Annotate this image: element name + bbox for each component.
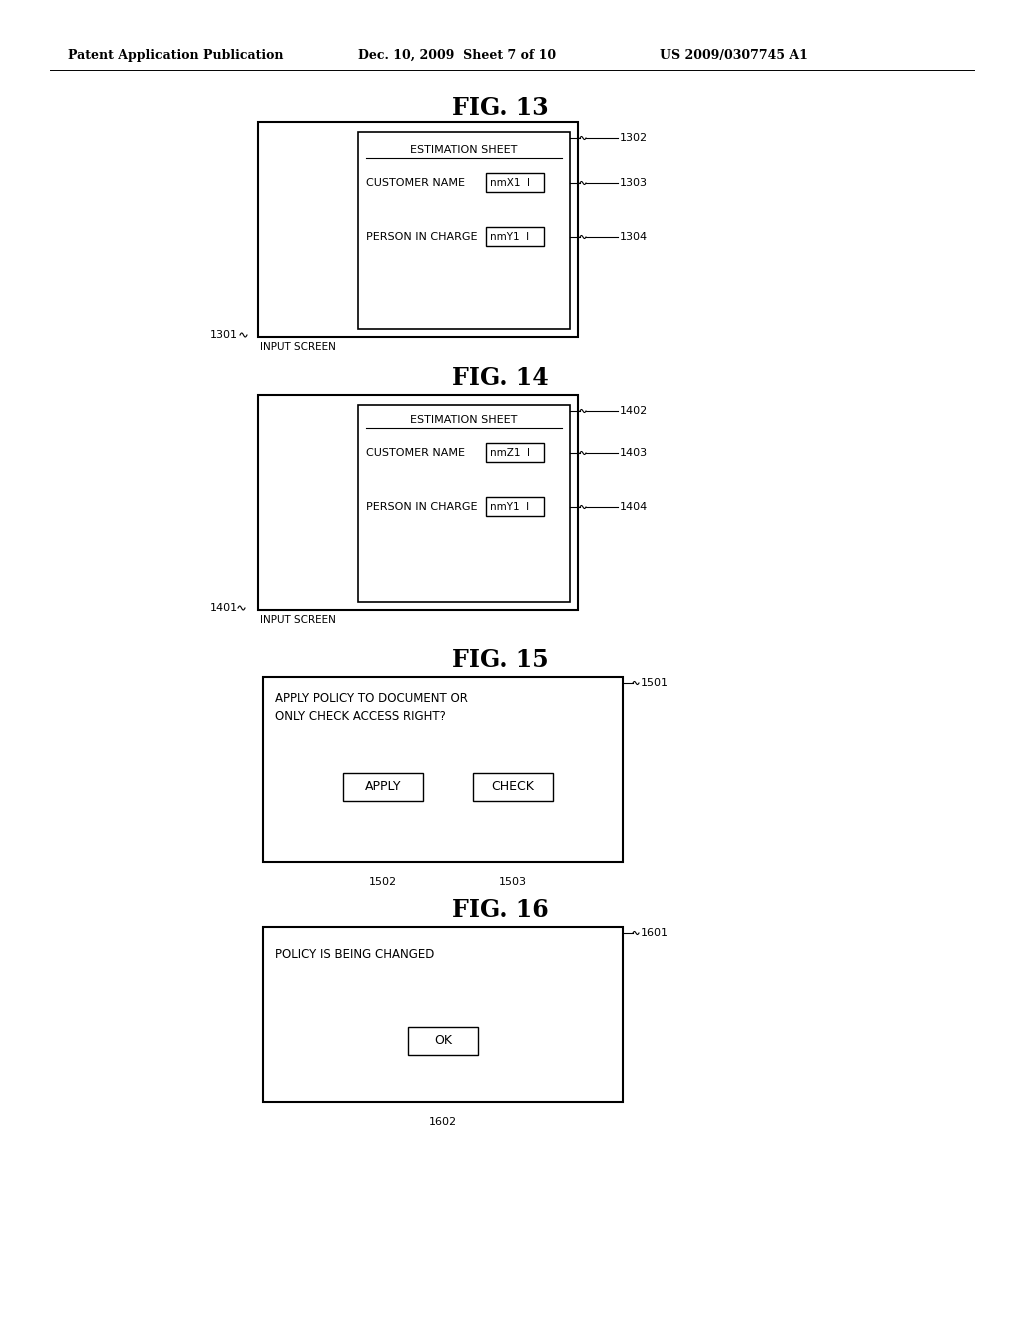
Bar bbox=[486, 498, 544, 516]
Text: nmY1  I: nmY1 I bbox=[490, 232, 529, 242]
Text: 1404: 1404 bbox=[620, 502, 648, 512]
Text: 1503: 1503 bbox=[499, 876, 527, 887]
Text: OK: OK bbox=[434, 1035, 452, 1048]
Bar bbox=[258, 121, 578, 337]
Bar bbox=[343, 774, 423, 801]
Text: nmY1  I: nmY1 I bbox=[490, 502, 529, 512]
Bar bbox=[408, 1027, 478, 1055]
Text: ESTIMATION SHEET: ESTIMATION SHEET bbox=[411, 414, 518, 425]
Bar bbox=[358, 405, 570, 602]
Bar bbox=[486, 444, 544, 462]
Text: ONLY CHECK ACCESS RIGHT?: ONLY CHECK ACCESS RIGHT? bbox=[275, 710, 445, 723]
Text: 1402: 1402 bbox=[620, 407, 648, 416]
Bar bbox=[473, 774, 553, 801]
Text: 1502: 1502 bbox=[369, 876, 397, 887]
Text: APPLY: APPLY bbox=[365, 780, 401, 793]
Text: Dec. 10, 2009  Sheet 7 of 10: Dec. 10, 2009 Sheet 7 of 10 bbox=[358, 49, 556, 62]
Bar bbox=[258, 395, 578, 610]
Text: 1301: 1301 bbox=[210, 330, 238, 341]
Text: INPUT SCREEN: INPUT SCREEN bbox=[260, 615, 336, 624]
Bar bbox=[358, 132, 570, 329]
Text: CUSTOMER NAME: CUSTOMER NAME bbox=[366, 447, 465, 458]
Text: POLICY IS BEING CHANGED: POLICY IS BEING CHANGED bbox=[275, 949, 434, 961]
Text: 1303: 1303 bbox=[620, 178, 648, 187]
Text: PERSON IN CHARGE: PERSON IN CHARGE bbox=[366, 232, 477, 242]
Text: FIG. 16: FIG. 16 bbox=[452, 898, 549, 921]
Text: nmX1  I: nmX1 I bbox=[490, 178, 530, 187]
Text: CUSTOMER NAME: CUSTOMER NAME bbox=[366, 178, 465, 187]
Text: 1304: 1304 bbox=[620, 232, 648, 242]
Text: FIG. 15: FIG. 15 bbox=[452, 648, 548, 672]
Bar bbox=[263, 927, 623, 1102]
Text: PERSON IN CHARGE: PERSON IN CHARGE bbox=[366, 502, 477, 512]
Text: FIG. 14: FIG. 14 bbox=[452, 366, 549, 389]
Text: nmZ1  I: nmZ1 I bbox=[490, 447, 530, 458]
Text: 1401: 1401 bbox=[210, 603, 238, 612]
Bar bbox=[486, 173, 544, 191]
Text: 1403: 1403 bbox=[620, 447, 648, 458]
Text: 1302: 1302 bbox=[620, 133, 648, 143]
Text: CHECK: CHECK bbox=[492, 780, 535, 793]
Text: APPLY POLICY TO DOCUMENT OR: APPLY POLICY TO DOCUMENT OR bbox=[275, 693, 468, 705]
Text: FIG. 13: FIG. 13 bbox=[452, 96, 548, 120]
Bar bbox=[486, 227, 544, 246]
Text: US 2009/0307745 A1: US 2009/0307745 A1 bbox=[660, 49, 808, 62]
Text: INPUT SCREEN: INPUT SCREEN bbox=[260, 342, 336, 352]
Text: ESTIMATION SHEET: ESTIMATION SHEET bbox=[411, 145, 518, 154]
Text: 1501: 1501 bbox=[641, 678, 669, 688]
Text: Patent Application Publication: Patent Application Publication bbox=[68, 49, 284, 62]
Bar bbox=[263, 677, 623, 862]
Text: 1602: 1602 bbox=[429, 1117, 457, 1127]
Text: 1601: 1601 bbox=[641, 928, 669, 939]
